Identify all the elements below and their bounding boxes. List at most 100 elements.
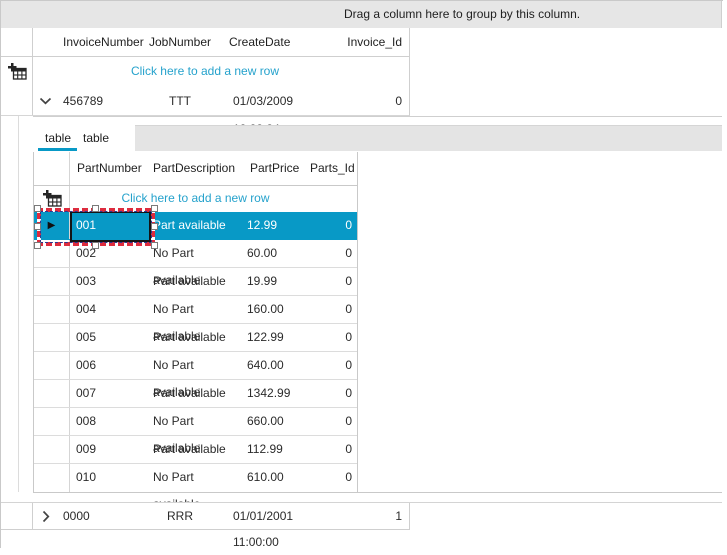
cell-parts-id[interactable]: 0 (345, 386, 352, 400)
group-by-panel[interactable]: Drag a column here to group by this colu… (1, 1, 722, 28)
row-indicator-cell[interactable] (34, 464, 70, 492)
cell-parts-id[interactable]: 0 (345, 302, 352, 316)
cell-parts-id[interactable]: 0 (345, 274, 352, 288)
column-header-partnumber[interactable]: PartNumber (77, 161, 142, 175)
detail-new-row[interactable]: Click here to add a new row (34, 186, 357, 212)
detail-tab-table-2[interactable]: table (83, 131, 110, 145)
cell-part-price[interactable]: 12.99 (247, 218, 278, 232)
selection-handle[interactable] (151, 205, 158, 212)
detail-row-004[interactable]: 004 No Part available 160.00 0 (34, 296, 357, 343)
cell-part-description[interactable]: No Part available (153, 358, 201, 399)
master-row-456789[interactable]: 456789 TTT 01/03/2009 12:23:34 0 (1, 87, 410, 136)
selection-marquee[interactable] (34, 205, 158, 249)
detail-row-002[interactable]: 002 No Part available 60.00 0 (34, 240, 357, 287)
master-add-new-row-link[interactable]: Click here to add a new row (130, 64, 280, 78)
cell-parts-id[interactable]: 0 (345, 358, 352, 372)
cell-part-price[interactable]: 160.00 (247, 302, 284, 316)
cell-job-number[interactable]: TTT (169, 94, 191, 108)
cell-parts-id[interactable]: 0 (345, 218, 352, 232)
row-indicator-cell[interactable] (34, 296, 70, 323)
detail-row-001-selected[interactable]: ▶ 001 Part available 12.99 0 (34, 212, 357, 240)
cell-part-description[interactable]: No Part available (153, 246, 201, 287)
chevron-down-icon[interactable] (33, 87, 58, 115)
cell-part-description[interactable]: No Part available (153, 302, 201, 343)
detail-row-010[interactable]: 010 No Part available 610.00 0 (34, 464, 357, 511)
cell-part-number[interactable]: 005 (76, 330, 97, 344)
cell-parts-id[interactable]: 0 (345, 414, 352, 428)
cell-invoice-id[interactable]: 0 (395, 94, 402, 108)
selection-handle[interactable] (92, 205, 99, 212)
cell-part-number[interactable]: 009 (76, 442, 97, 456)
cell-invoice-number[interactable]: 0000 (63, 509, 90, 523)
selection-handle[interactable] (151, 242, 158, 249)
cell-part-price[interactable]: 660.00 (247, 414, 284, 428)
chevron-right-icon[interactable] (33, 503, 58, 529)
cell-invoice-number[interactable]: 456789 (63, 94, 104, 108)
detail-tab-table-1[interactable]: table (45, 131, 72, 145)
cell-parts-id[interactable]: 0 (345, 470, 352, 484)
selection-handle[interactable] (34, 242, 41, 249)
row-indicator-cell[interactable] (34, 380, 70, 407)
cell-part-number[interactable]: 006 (76, 358, 97, 372)
row-indicator-cell[interactable] (34, 324, 70, 351)
detail-row-009[interactable]: 009 Part available 112.99 0 (34, 436, 357, 464)
detail-row-008[interactable]: 008 No Part available 660.00 0 (34, 408, 357, 455)
master-new-row[interactable]: Click here to add a new row (1, 57, 410, 87)
column-header-parts-id[interactable]: Parts_Id (310, 161, 355, 175)
row-indicator-cell[interactable] (34, 408, 70, 435)
row-indicator-cell[interactable] (34, 352, 70, 379)
cell-part-description[interactable]: No Part available (153, 414, 201, 455)
cell-part-number[interactable]: 001 (76, 218, 97, 232)
cell-part-description[interactable]: Part available (153, 442, 226, 456)
column-header-createdate[interactable]: CreateDate (229, 35, 291, 49)
detail-row-006[interactable]: 006 No Part available 640.00 0 (34, 352, 357, 399)
cell-part-number[interactable]: 004 (76, 302, 97, 316)
column-header-jobnumber[interactable]: JobNumber (148, 35, 212, 49)
selection-handle[interactable] (34, 223, 41, 230)
cell-part-description[interactable]: Part available (153, 218, 226, 232)
cell-part-number[interactable]: 008 (76, 414, 97, 428)
cell-part-price[interactable]: 60.00 (247, 246, 278, 260)
selection-handle[interactable] (34, 205, 41, 212)
column-header-partdescription[interactable]: PartDescription (153, 161, 236, 175)
cell-parts-id[interactable]: 0 (345, 246, 352, 260)
detail-row-007[interactable]: 007 Part available 1342.99 0 (34, 380, 357, 408)
cell-parts-id[interactable]: 0 (345, 442, 352, 456)
cell-part-number[interactable]: 003 (76, 274, 97, 288)
master-header-row: InvoiceNumber JobNumber CreateDate Invoi… (1, 28, 410, 57)
row-indicator-cell[interactable] (34, 436, 70, 463)
cell-create-date[interactable]: 01/01/2001 11:00:00 (233, 509, 294, 549)
column-header-invoicenumber[interactable]: InvoiceNumber (63, 35, 144, 49)
cell-part-price[interactable]: 610.00 (247, 470, 284, 484)
master-row-0000[interactable]: 0000 RRR 01/01/2001 11:00:00 1 (1, 503, 410, 549)
row-indicator-cell[interactable] (34, 268, 70, 295)
cell-create-date[interactable]: 01/03/2009 12:23:34 (233, 94, 294, 136)
cell-part-number[interactable]: 002 (76, 246, 97, 260)
selection-handle[interactable] (151, 223, 158, 230)
master-row-indicator-cell[interactable] (1, 503, 33, 529)
detail-row-003[interactable]: 003 Part available 19.99 0 (34, 268, 357, 296)
row-indicator-cell[interactable] (34, 240, 70, 267)
selection-handle[interactable] (92, 242, 99, 249)
master-row-indicator-cell[interactable] (1, 87, 33, 115)
cell-invoice-id[interactable]: 1 (395, 509, 402, 523)
focused-row-indicator[interactable]: ▶ (34, 212, 70, 239)
detail-add-new-row-link[interactable]: Click here to add a new row (121, 191, 270, 205)
cell-part-price[interactable]: 1342.99 (247, 386, 291, 400)
cell-part-number[interactable]: 007 (76, 386, 97, 400)
column-header-invoice-id[interactable]: Invoice_Id (347, 35, 402, 49)
cell-part-price[interactable]: 640.00 (247, 358, 284, 372)
cell-part-description[interactable]: Part available (153, 386, 226, 400)
cell-part-price[interactable]: 112.99 (247, 442, 283, 456)
cell-parts-id[interactable]: 0 (345, 330, 352, 344)
column-header-partprice[interactable]: PartPrice (250, 161, 300, 175)
detail-row-005[interactable]: 005 Part available 122.99 0 (34, 324, 357, 352)
cell-part-description[interactable]: Part available (153, 330, 226, 344)
group-by-panel-text: Drag a column here to group by this colu… (344, 7, 581, 21)
cell-part-price[interactable]: 19.99 (247, 274, 278, 288)
cell-job-number[interactable]: RRR (167, 509, 193, 523)
cell-part-price[interactable]: 122.99 (247, 330, 284, 344)
cell-part-description[interactable]: Part available (153, 274, 226, 288)
cell-part-number[interactable]: 010 (76, 470, 97, 484)
cell-part-description[interactable]: No Part available (153, 470, 200, 511)
